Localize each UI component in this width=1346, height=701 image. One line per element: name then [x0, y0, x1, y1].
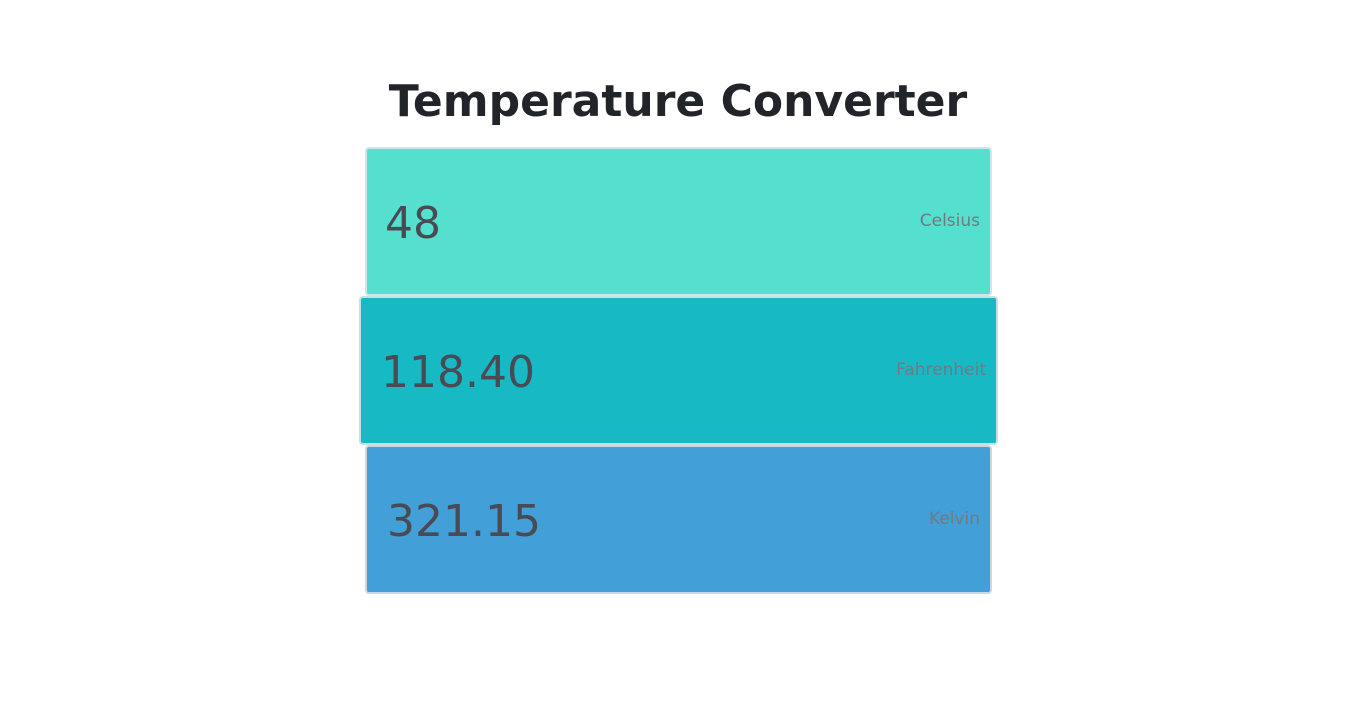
kelvin-field[interactable]: 321.15 Kelvin [365, 445, 992, 594]
fahrenheit-unit-label: Fahrenheit [896, 360, 986, 380]
kelvin-value[interactable]: 321.15 [387, 495, 541, 547]
fahrenheit-value[interactable]: 118.40 [381, 346, 535, 398]
celsius-field[interactable]: 48 Celsius [365, 147, 992, 296]
kelvin-unit-label: Kelvin [928, 509, 980, 529]
celsius-value[interactable]: 48 [385, 197, 441, 249]
page-title: Temperature Converter [388, 76, 968, 127]
celsius-unit-label: Celsius [919, 211, 980, 231]
fahrenheit-field[interactable]: 118.40 Fahrenheit [359, 296, 998, 445]
